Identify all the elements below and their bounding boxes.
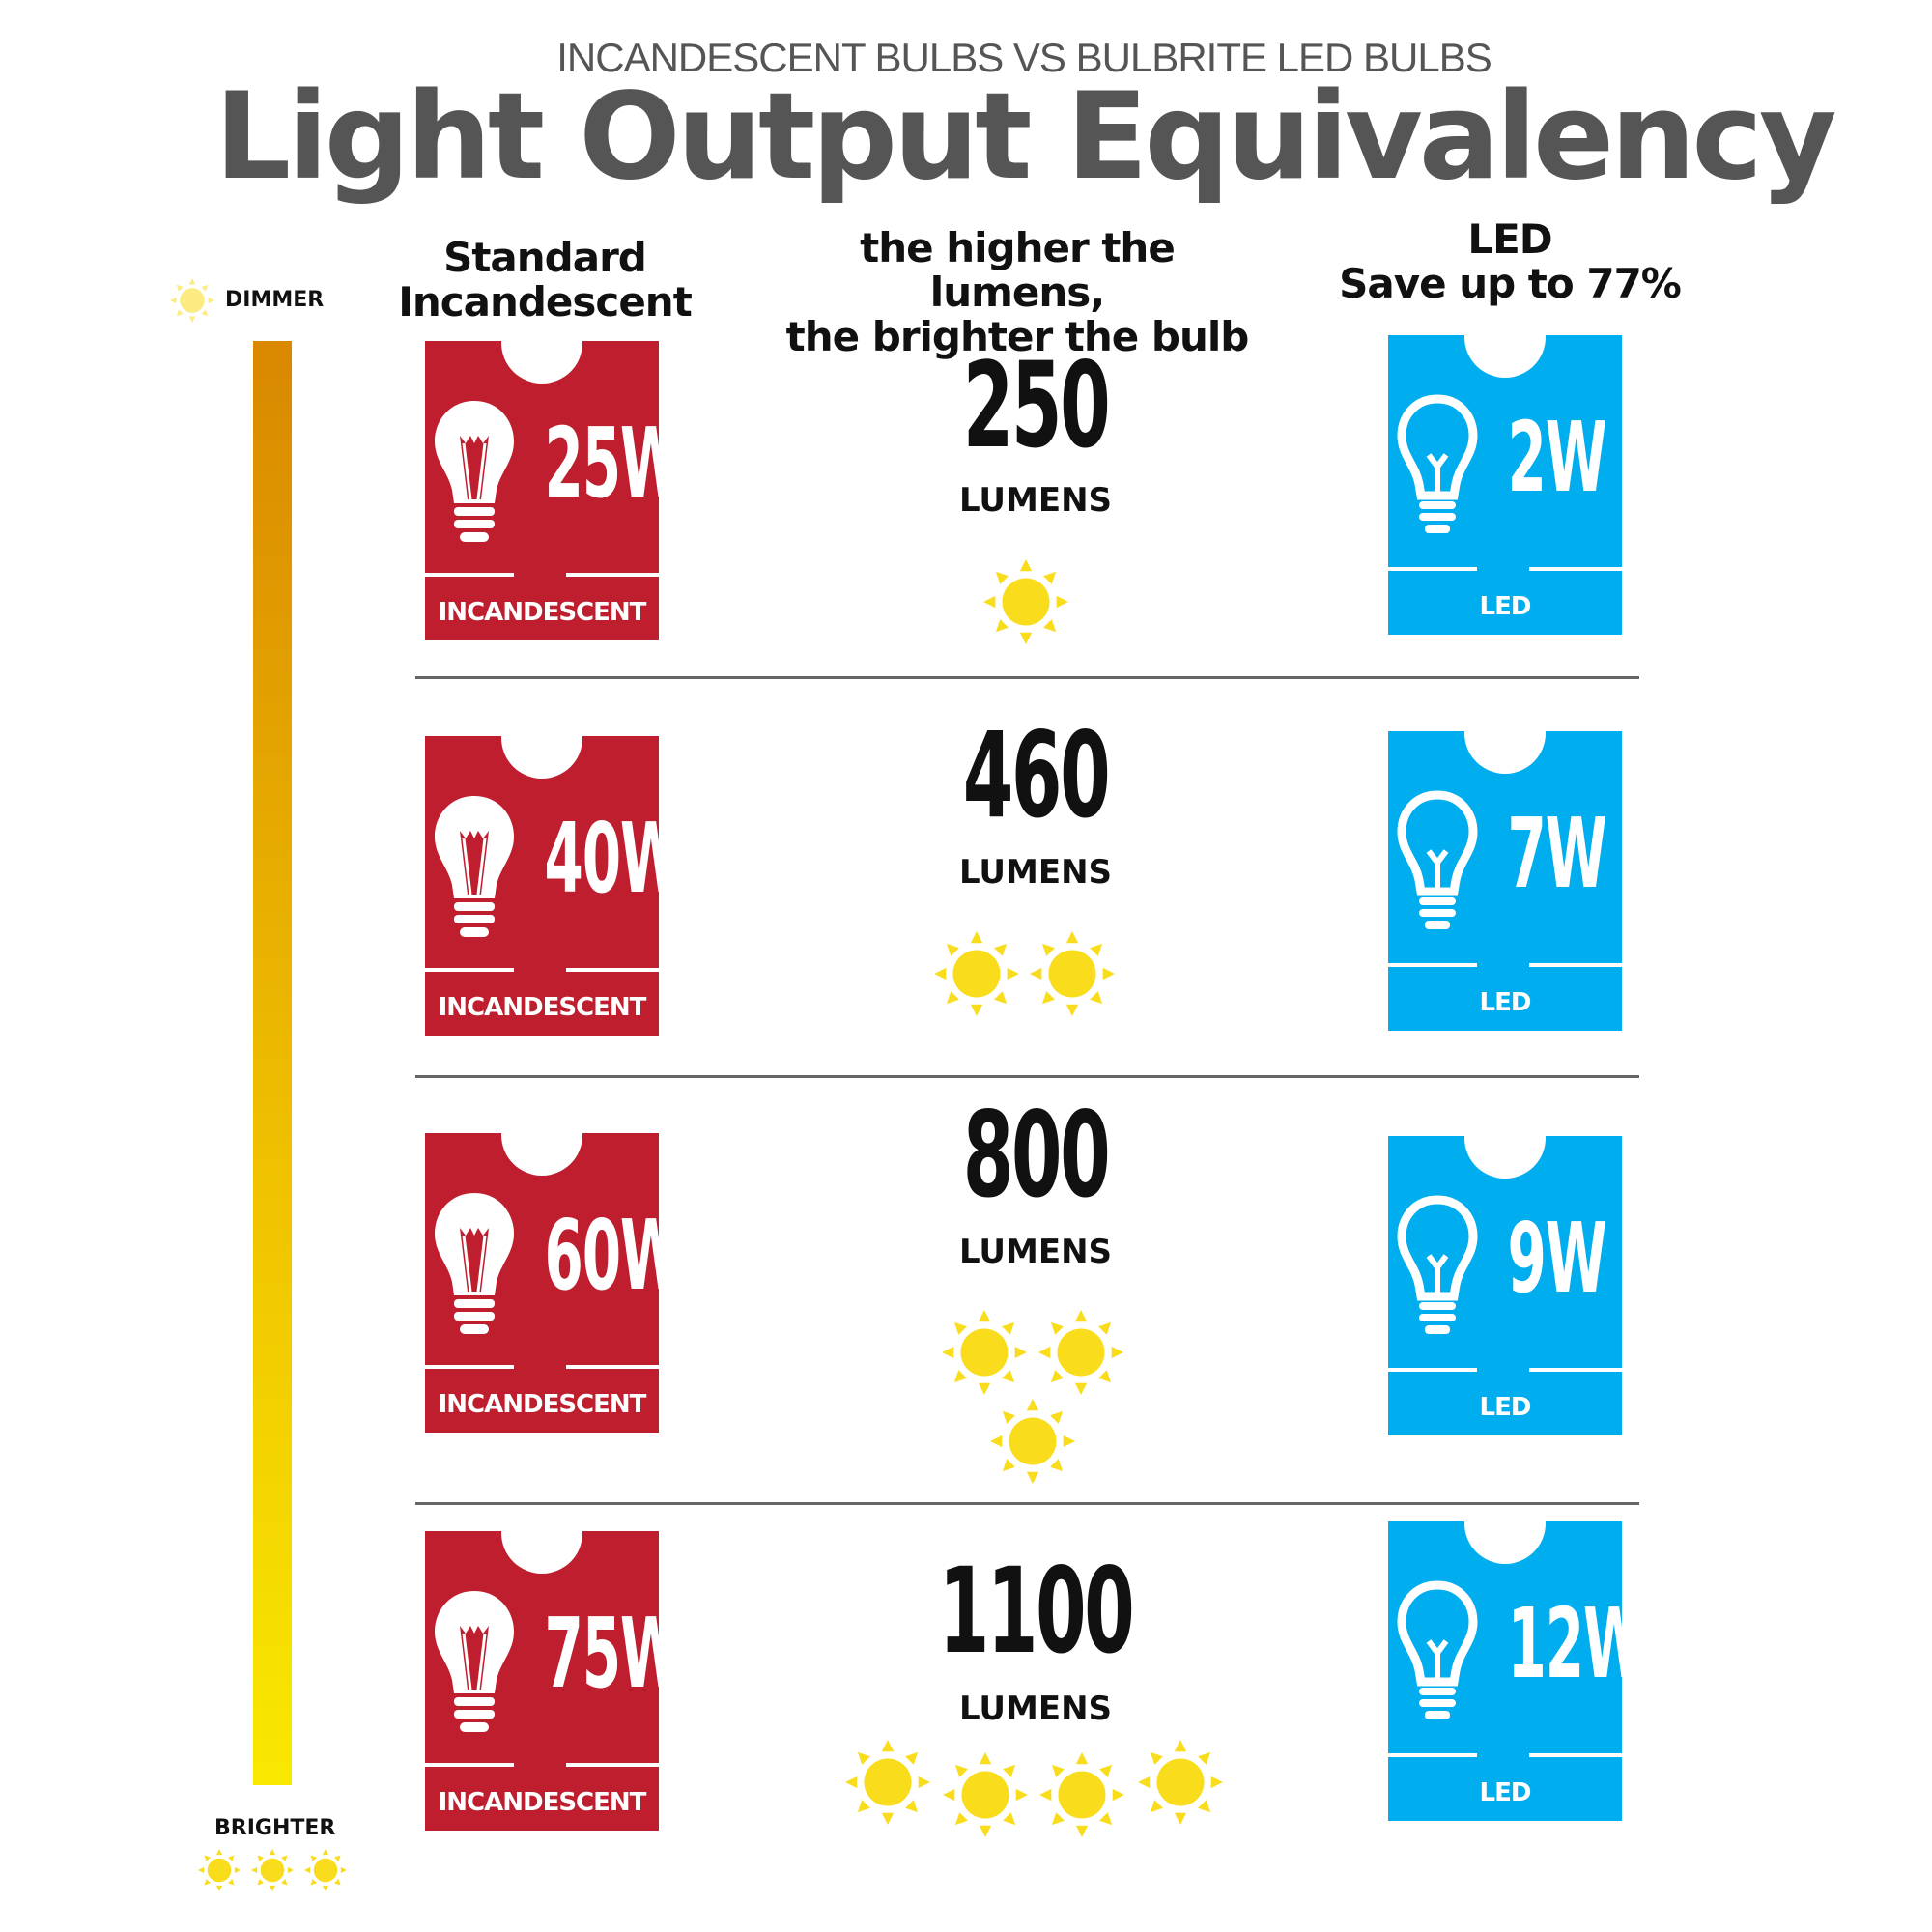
incandescent-column-header: Standard Incandescent <box>371 236 719 325</box>
led-bulb-icon <box>1394 1192 1481 1343</box>
bright-sun-icon <box>197 1848 242 1892</box>
card-type-label: INCANDESCENT <box>438 1390 647 1419</box>
divider <box>566 1763 659 1767</box>
divider <box>1388 1368 1477 1372</box>
row-separator <box>415 1075 1639 1078</box>
led-bulb-icon <box>1394 787 1481 938</box>
card-notch <box>1464 731 1546 774</box>
wattage: 75W <box>544 1597 660 1710</box>
brightness-sun-icon <box>1136 1738 1225 1827</box>
incandescent-bulb-card: 25W INCANDESCENT <box>425 341 659 640</box>
incandescent-bulb-card: 75W INCANDESCENT <box>425 1531 659 1831</box>
card-type-label: INCANDESCENT <box>438 598 647 627</box>
lumens-number: 250 <box>962 337 1111 474</box>
header-line: Incandescent <box>398 278 693 326</box>
lumens-number: 800 <box>962 1087 1111 1224</box>
divider <box>425 968 514 972</box>
card-notch <box>501 736 582 779</box>
wattage: 25W <box>544 407 660 520</box>
brightness-sun-icon <box>1028 929 1117 1018</box>
middle-column-header: the higher the lumens, the brighter the … <box>776 226 1259 359</box>
led-bulb-card: 12W LED <box>1388 1521 1622 1821</box>
lumens-unit: LUMENS <box>958 481 1113 520</box>
brightness-sun-icon <box>940 1308 1029 1397</box>
brightness-sun-icon <box>981 557 1070 646</box>
wattage: 60W <box>544 1199 660 1312</box>
lumens-unit: LUMENS <box>958 853 1113 892</box>
lumens-value: 460 <box>842 707 1229 844</box>
lumens-value: 1100 <box>842 1543 1229 1680</box>
subtitle: INCANDESCENT BULBS VS BULBRITE LED BULBS <box>556 35 1492 80</box>
wattage: 2W <box>1507 401 1607 514</box>
led-column-header: LED Save up to 77% <box>1317 217 1703 306</box>
brightness-sun-icon <box>941 1750 1030 1839</box>
header-line: the higher the lumens, <box>860 224 1176 316</box>
card-type-label: INCANDESCENT <box>438 993 647 1022</box>
card-notch <box>1464 1521 1546 1564</box>
page-title: Light Output Equivalency <box>214 68 1836 207</box>
brightness-gradient-bar <box>253 341 292 1785</box>
card-type-label: LED <box>1479 1393 1532 1422</box>
brightness-sun-icon <box>988 1397 1077 1486</box>
incandescent-bulb-icon <box>431 792 518 943</box>
divider <box>425 573 514 577</box>
divider <box>1529 1753 1622 1757</box>
divider <box>425 1763 514 1767</box>
incandescent-bulb-card: 60W INCANDESCENT <box>425 1133 659 1433</box>
wattage: 9W <box>1507 1202 1607 1315</box>
divider <box>1529 1368 1622 1372</box>
divider <box>1388 963 1477 967</box>
incandescent-bulb-icon <box>431 397 518 548</box>
led-bulb-card: 9W LED <box>1388 1136 1622 1435</box>
brightness-sun-icon <box>1037 1308 1125 1397</box>
wattage: 12W <box>1507 1587 1623 1700</box>
brightness-sun-icon <box>932 929 1021 1018</box>
led-bulb-icon <box>1394 1577 1481 1728</box>
lumens-unit: LUMENS <box>958 1233 1113 1271</box>
brighter-label: BRIGHTER <box>214 1816 336 1840</box>
bright-sun-icon <box>250 1848 295 1892</box>
header-line: Save up to 77% <box>1339 260 1682 307</box>
led-bulb-card: 2W LED <box>1388 335 1622 635</box>
divider <box>566 1365 659 1369</box>
led-bulb-card: 7W LED <box>1388 731 1622 1031</box>
row-separator <box>415 676 1639 679</box>
divider <box>425 1365 514 1369</box>
divider <box>1529 963 1622 967</box>
lumens-value: 250 <box>842 337 1229 474</box>
lumens-number: 460 <box>962 707 1111 844</box>
wattage: 7W <box>1507 797 1607 910</box>
card-type-label: LED <box>1479 592 1532 621</box>
bright-sun-icon <box>303 1848 348 1892</box>
lumens-unit: LUMENS <box>958 1690 1113 1728</box>
divider <box>566 968 659 972</box>
incandescent-bulb-icon <box>431 1587 518 1738</box>
incandescent-bulb-icon <box>431 1189 518 1340</box>
card-notch <box>501 341 582 384</box>
card-type-label: LED <box>1479 988 1532 1017</box>
led-bulb-icon <box>1394 391 1481 542</box>
divider <box>566 573 659 577</box>
brightness-sun-icon <box>1037 1750 1126 1839</box>
card-notch <box>501 1133 582 1176</box>
header-line: Standard <box>443 234 647 281</box>
header-line: LED <box>1467 215 1552 263</box>
lumens-number: 1100 <box>938 1543 1135 1680</box>
card-notch <box>1464 1136 1546 1179</box>
divider <box>1529 567 1622 571</box>
header-line: the brighter the bulb <box>785 313 1250 360</box>
wattage: 40W <box>544 802 660 915</box>
row-separator <box>415 1502 1639 1505</box>
card-notch <box>501 1531 582 1574</box>
dimmer-label: DIMMER <box>225 288 325 312</box>
divider <box>1388 567 1477 571</box>
card-type-label: INCANDESCENT <box>438 1788 647 1817</box>
incandescent-bulb-card: 40W INCANDESCENT <box>425 736 659 1036</box>
lumens-value: 800 <box>842 1087 1229 1224</box>
card-notch <box>1464 335 1546 378</box>
card-type-label: LED <box>1479 1778 1532 1807</box>
brightness-sun-icon <box>843 1738 932 1827</box>
dim-sun-icon <box>169 277 215 324</box>
divider <box>1388 1753 1477 1757</box>
